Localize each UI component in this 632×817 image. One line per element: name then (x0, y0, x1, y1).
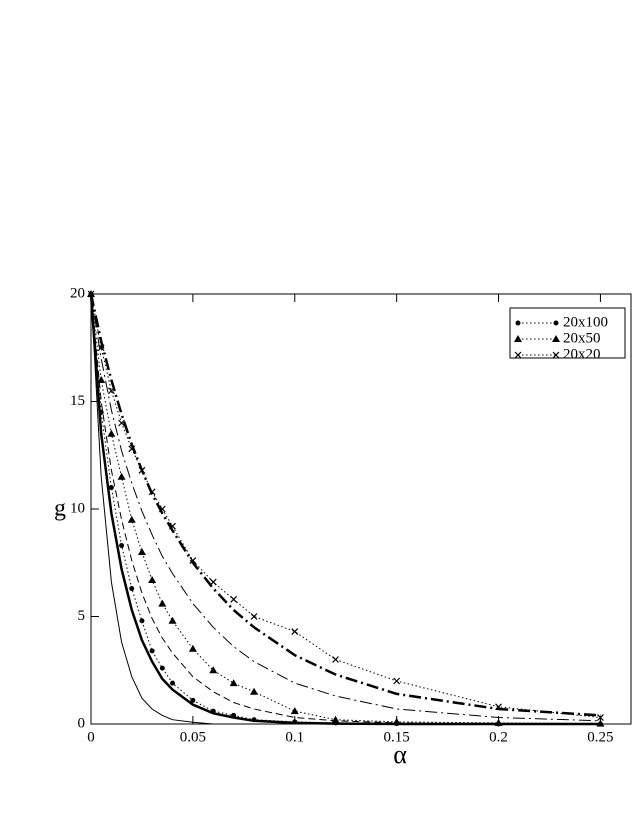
marker (188, 644, 197, 652)
marker (332, 656, 339, 663)
marker (290, 707, 299, 715)
marker (139, 618, 145, 624)
marker (230, 595, 238, 603)
y-tick-label: 5 (78, 608, 86, 624)
marker (127, 515, 136, 523)
marker (158, 599, 167, 607)
model-curve (89, 293, 601, 717)
marker (137, 548, 146, 555)
marker (515, 320, 521, 326)
marker (229, 679, 238, 687)
x-tick-label: 0.1 (285, 729, 304, 745)
marker (250, 687, 259, 695)
marker (553, 320, 559, 326)
legend-label: 20x100 (563, 314, 608, 330)
marker (552, 351, 560, 359)
marker (597, 714, 604, 721)
y-tick-label: 20 (70, 285, 85, 301)
x-tick-label: 0.05 (180, 729, 206, 745)
marker (107, 429, 116, 437)
marker (108, 485, 114, 490)
x-tick-label: 0.15 (384, 729, 410, 745)
marker (118, 419, 125, 427)
marker (393, 677, 401, 685)
marker (190, 697, 196, 703)
marker (514, 335, 522, 342)
model-curve (90, 293, 601, 725)
model-curve (89, 293, 601, 726)
marker (209, 666, 218, 674)
marker (250, 613, 258, 620)
marker (291, 628, 299, 635)
marker (97, 376, 106, 383)
marker (552, 335, 560, 342)
marker (168, 616, 177, 624)
marker (170, 680, 176, 686)
y-tick-label: 0 (78, 715, 86, 731)
marker (514, 351, 522, 359)
marker (129, 586, 135, 592)
model-curve (90, 293, 601, 722)
data-line (90, 293, 601, 725)
marker (148, 575, 157, 583)
legend-label: 20x50 (563, 330, 601, 346)
marker (159, 665, 165, 671)
x-tick-label: 0.2 (489, 729, 508, 745)
y-tick-label: 10 (70, 500, 85, 516)
marker (119, 543, 125, 549)
marker (117, 472, 126, 480)
marker (149, 648, 155, 654)
x-axis-label: α (393, 740, 407, 769)
y-axis-label: g (54, 496, 66, 522)
legend-box (509, 307, 626, 359)
x-tick-label: 0 (87, 729, 95, 745)
data-line (90, 293, 601, 718)
y-tick-label: 15 (70, 393, 85, 409)
legend-label: 20x20 (563, 346, 601, 362)
x-tick-label: 0.25 (587, 729, 613, 745)
